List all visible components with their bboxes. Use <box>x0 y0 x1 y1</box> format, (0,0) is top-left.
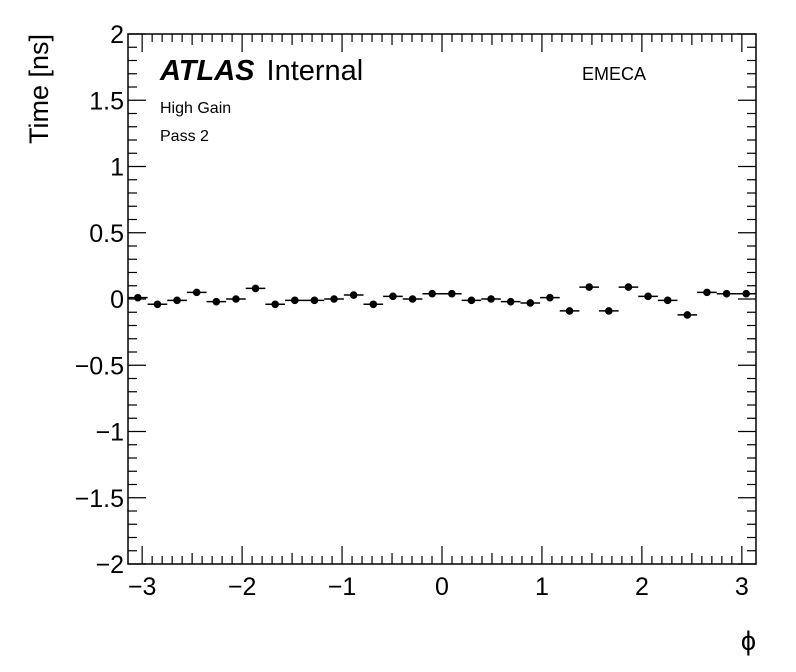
data-point <box>428 289 436 298</box>
y-tick-label: 1 <box>110 154 124 182</box>
axis-ticks-layer <box>128 33 756 565</box>
data-point <box>722 289 731 298</box>
atlas-word: ATLAS <box>159 55 255 87</box>
plot-frame <box>127 33 757 565</box>
data-point <box>369 300 378 309</box>
data-point <box>644 292 652 301</box>
data-point <box>703 288 711 297</box>
data-point <box>605 307 613 315</box>
y-tick-label: 0.5 <box>89 220 124 248</box>
data-point <box>683 311 692 319</box>
x-tick-label: 0 <box>435 573 449 601</box>
data-point <box>192 288 201 297</box>
region-label: EMECA <box>582 64 646 84</box>
data-point <box>546 293 554 302</box>
atlas-label: ATLAS Internal <box>159 55 363 87</box>
data-point <box>153 300 162 309</box>
data-point <box>487 295 495 303</box>
data-point <box>742 289 750 298</box>
y-tick-label: −1 <box>95 419 124 447</box>
data-point <box>330 295 338 303</box>
data-point <box>212 297 221 306</box>
data-point <box>467 296 476 305</box>
data-point <box>526 299 535 307</box>
data-point <box>565 307 574 315</box>
y-axis-label: Time [ns] <box>24 34 54 144</box>
data-point <box>310 296 319 305</box>
data-point <box>506 297 515 306</box>
x-tick-label: −2 <box>228 573 257 601</box>
y-tick-label: 2 <box>110 21 124 49</box>
pass-label: Pass 2 <box>160 128 209 145</box>
data-points-layer <box>128 283 756 319</box>
data-point <box>291 296 299 305</box>
data-point <box>349 291 358 299</box>
data-point <box>173 296 181 305</box>
y-tick-label: −2 <box>95 551 124 579</box>
data-point <box>232 295 240 303</box>
x-tick-label: 2 <box>635 573 649 601</box>
y-tick-label: 0 <box>110 286 124 314</box>
x-tick-label: 3 <box>735 573 749 601</box>
data-point <box>389 292 397 301</box>
data-point <box>448 289 456 298</box>
x-tick-label: −1 <box>328 573 357 601</box>
gain-label: High Gain <box>160 100 231 117</box>
y-tick-label: −0.5 <box>75 352 124 380</box>
atlas-internal: Internal <box>267 55 364 87</box>
data-point <box>408 295 417 303</box>
data-point <box>134 293 142 302</box>
data-point <box>271 300 279 309</box>
data-point <box>624 283 633 291</box>
x-tick-label: −3 <box>128 573 157 601</box>
tick-labels-layer: −3 −2 −1 0 1 2 3−2−1.5−1−0.500.511.52 <box>75 21 749 601</box>
data-point <box>251 284 260 293</box>
x-axis-label: ϕ <box>741 626 756 656</box>
x-tick-label: 1 <box>535 573 549 601</box>
y-tick-label: −1.5 <box>75 485 124 513</box>
data-point <box>585 283 593 291</box>
y-tick-label: 1.5 <box>89 87 124 115</box>
data-point <box>663 296 672 305</box>
